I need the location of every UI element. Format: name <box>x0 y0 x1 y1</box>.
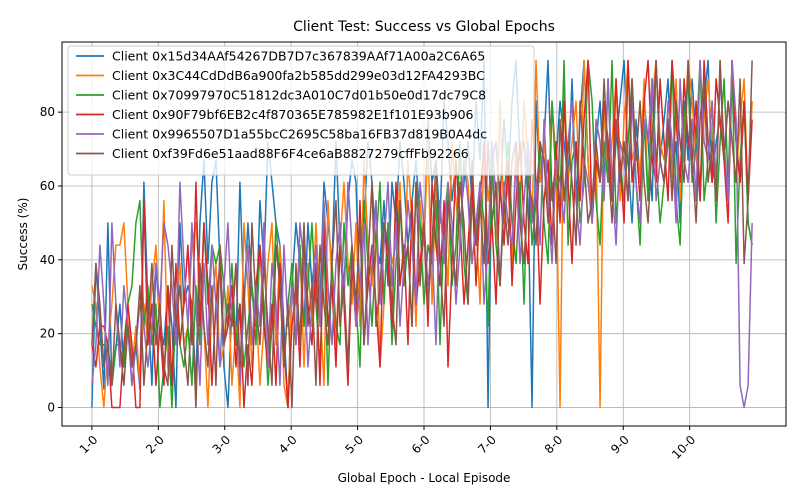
y-axis-label: Success (%) <box>16 198 30 271</box>
y-tick-label: 0 <box>47 401 55 415</box>
y-axis-ticks: 0 20 40 60 80 <box>40 105 62 415</box>
legend-label: Client 0x9965507D1a55bcC2695C58ba16FB37d… <box>112 127 487 142</box>
legend-box <box>67 45 535 176</box>
y-tick-label: 60 <box>40 179 55 193</box>
series-layer <box>91 59 753 409</box>
chart-title: Client Test: Success vs Global Epochs <box>293 19 555 35</box>
y-tick-label: 20 <box>40 327 55 341</box>
legend-label: Client 0x90F79bf6EB2c4f870365E785982E1f1… <box>112 107 474 122</box>
series-line-5 <box>91 59 753 409</box>
x-axis-label: Global Epoch - Local Episode <box>338 471 511 485</box>
legend-label: Client 0x70997970C51812dc3A010C7d01b50e0… <box>112 88 486 103</box>
legend-label: Client 0x15d34AAf54267DB7D7c367839AAf71A… <box>112 49 485 64</box>
y-tick-label: 40 <box>40 253 55 267</box>
legend: Client 0x15d34AAf54267DB7D7c367839AAf71A… <box>67 45 535 176</box>
series-line-6 <box>91 59 753 409</box>
legend-label: Client 0xf39Fd6e51aad88F6F4ce6aB8827279c… <box>112 146 469 161</box>
legend-label: Client 0x3C44CdDdB6a900fa2b585dd299e03d1… <box>112 68 485 83</box>
y-tick-label: 80 <box>40 105 55 119</box>
